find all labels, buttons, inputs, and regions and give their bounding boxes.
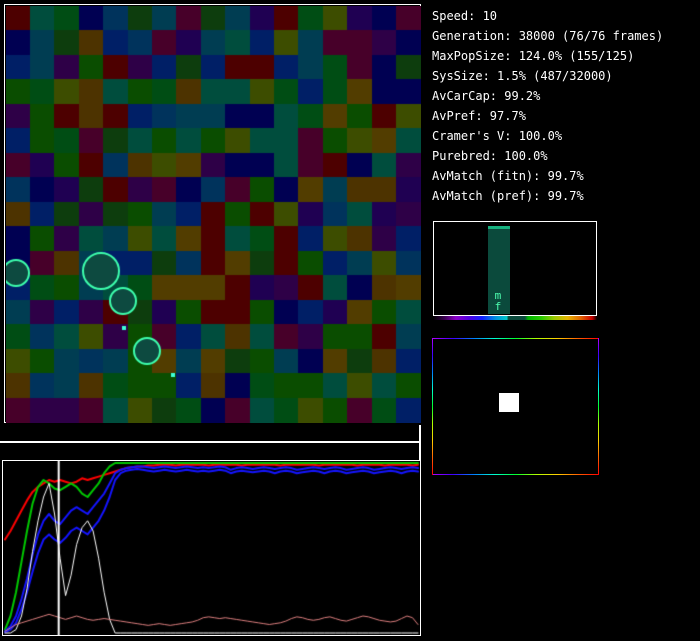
stat-av-match-pref: AvMatch (pref): 99.7% xyxy=(432,189,584,203)
species-histogram-panel[interactable]: m f xyxy=(433,221,597,316)
world-grid-panel[interactable] xyxy=(4,4,421,423)
species-bar-label: m f xyxy=(494,289,504,313)
colour-space-panel[interactable] xyxy=(432,338,599,475)
stat-generation: Generation: 38000 (76/76 frames) xyxy=(432,29,664,43)
species-bar: m f xyxy=(487,225,511,314)
statistics-panel: Speed: 10 Generation: 38000 (76/76 frame… xyxy=(432,6,696,206)
colour-space-bottom-edge xyxy=(432,474,599,475)
species-histogram-plot: m f xyxy=(435,223,595,314)
stat-cramers-v: Cramer's V: 100.0% xyxy=(432,129,563,143)
stat-av-car-cap: AvCarCap: 99.2% xyxy=(432,89,541,103)
panel-divider xyxy=(0,441,421,443)
history-chart-canvas[interactable] xyxy=(3,461,420,635)
stat-speed: Speed: 10 xyxy=(432,9,498,23)
species-spectrum-strip xyxy=(433,316,597,320)
colour-space-right-edge xyxy=(598,338,599,475)
stat-max-pop-size: MaxPopSize: 124.0% (155/125) xyxy=(432,49,635,63)
panel-divider-tick xyxy=(419,425,421,467)
stat-purebred: Purebred: 100.0% xyxy=(432,149,548,163)
species-bar-cap xyxy=(487,225,511,229)
colour-space-left-edge xyxy=(432,338,433,475)
stat-av-match-fitn: AvMatch (fitn): 99.7% xyxy=(432,169,584,183)
world-grid-canvas-wrap[interactable] xyxy=(6,6,421,423)
colour-space-marker xyxy=(498,392,519,412)
colour-space-top-edge xyxy=(432,338,599,339)
world-grid-cells[interactable] xyxy=(6,6,421,423)
history-chart-panel[interactable] xyxy=(2,460,421,636)
stat-av-pref: AvPref: 97.7% xyxy=(432,109,526,123)
stat-sys-size: SysSize: 1.5% (487/32000) xyxy=(432,69,613,83)
